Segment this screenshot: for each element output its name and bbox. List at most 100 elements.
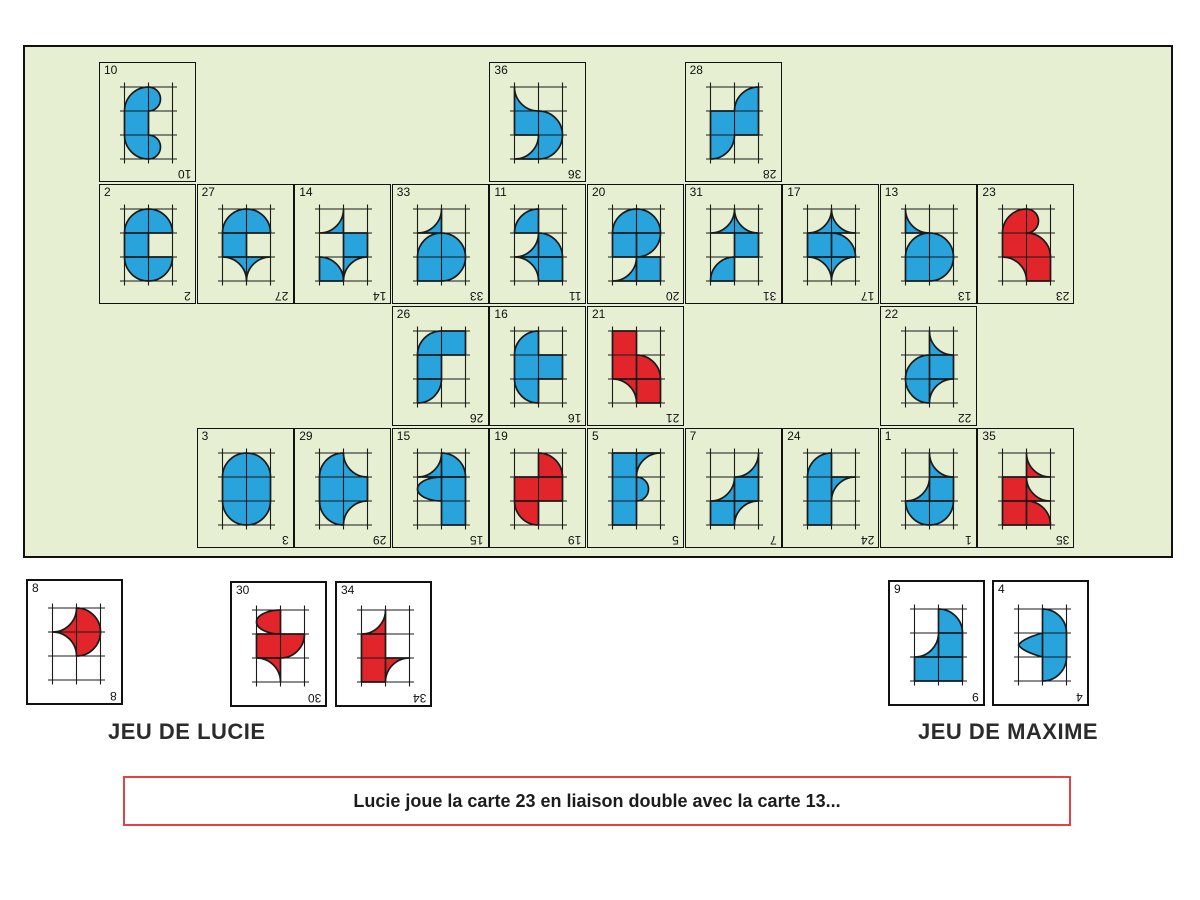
card-grid bbox=[510, 204, 568, 286]
card-number: 10 bbox=[104, 63, 118, 77]
card-number-flipped: 1 bbox=[965, 533, 972, 547]
card-figure bbox=[48, 603, 105, 685]
card-figure bbox=[510, 326, 568, 408]
card-number-flipped: 35 bbox=[1056, 533, 1070, 547]
card-number: 2 bbox=[104, 185, 111, 199]
card-grid bbox=[412, 448, 470, 530]
card-grid bbox=[315, 448, 373, 530]
card-17[interactable]: 17 17 bbox=[782, 184, 880, 304]
card-number-flipped: 20 bbox=[665, 289, 679, 303]
card-number: 27 bbox=[201, 185, 215, 199]
card-number-flipped: 19 bbox=[568, 533, 582, 547]
card-grid bbox=[217, 448, 275, 530]
card-34[interactable]: 34 34 bbox=[335, 581, 432, 707]
card-figure bbox=[910, 604, 967, 686]
card-number: 33 bbox=[396, 185, 411, 199]
card-20[interactable]: 20 20 bbox=[587, 184, 684, 304]
card-number: 11 bbox=[494, 185, 507, 199]
card-number: 30 bbox=[236, 583, 250, 597]
card-31[interactable]: 31 31 bbox=[684, 184, 782, 304]
card-number-flipped: 27 bbox=[275, 289, 289, 303]
card-number-flipped: 30 bbox=[307, 691, 321, 705]
lucie-hand-label: JEU DE LUCIE bbox=[108, 719, 266, 744]
card-number-flipped: 7 bbox=[769, 533, 777, 547]
card-13[interactable]: 13 13 bbox=[879, 184, 977, 304]
card-30[interactable]: 30 30 bbox=[230, 581, 327, 707]
card-figure bbox=[608, 204, 665, 286]
card-grid bbox=[510, 82, 568, 164]
card-grid bbox=[998, 204, 1056, 286]
card-figure bbox=[252, 605, 309, 687]
card-figure bbox=[608, 326, 665, 408]
card-21[interactable]: 21 21 bbox=[587, 306, 684, 426]
card-number-flipped: 13 bbox=[958, 289, 972, 303]
card-grid bbox=[705, 82, 763, 164]
card-grid bbox=[48, 603, 105, 685]
card-figure bbox=[120, 82, 177, 164]
card-number: 14 bbox=[299, 185, 313, 199]
card-28[interactable]: 28 28 bbox=[684, 62, 782, 182]
card-figure bbox=[510, 82, 568, 164]
card-grid bbox=[910, 604, 967, 686]
card-number: 16 bbox=[494, 307, 508, 321]
card-33[interactable]: 33 33 bbox=[391, 184, 489, 304]
card-number: 19 bbox=[494, 429, 508, 443]
card-figure bbox=[608, 448, 665, 530]
card-number: 26 bbox=[396, 307, 411, 321]
card-figure bbox=[998, 448, 1056, 530]
card-number-flipped: 24 bbox=[860, 533, 875, 547]
card-number: 34 bbox=[341, 583, 355, 597]
card-grid bbox=[608, 448, 665, 530]
card-26[interactable]: 26 26 bbox=[391, 306, 489, 426]
card-number: 9 bbox=[894, 582, 901, 596]
card-figure bbox=[900, 204, 958, 286]
message-text: Lucie joue la carte 23 en liaison double… bbox=[353, 790, 841, 811]
card-figure bbox=[998, 204, 1056, 286]
card-number: 13 bbox=[884, 185, 899, 199]
card-19[interactable]: 19 19 bbox=[489, 428, 587, 548]
card-figure bbox=[315, 448, 373, 530]
card-22[interactable]: 22 22 bbox=[879, 306, 977, 426]
card-36[interactable]: 36 36 bbox=[489, 62, 587, 182]
card-number-flipped: 28 bbox=[763, 167, 777, 181]
card-figure bbox=[900, 326, 958, 408]
card-figure bbox=[357, 605, 414, 687]
card-24[interactable]: 24 24 bbox=[782, 428, 880, 548]
card-23[interactable]: 23 23 bbox=[977, 184, 1075, 304]
card-27[interactable]: 27 27 bbox=[196, 184, 294, 304]
card-grid bbox=[803, 448, 861, 530]
card-figure bbox=[412, 326, 470, 408]
card-10[interactable]: 10 10 bbox=[99, 62, 196, 182]
card-number-flipped: 3 bbox=[281, 533, 289, 547]
card-figure bbox=[217, 448, 275, 530]
card-grid bbox=[510, 448, 568, 530]
card-grid bbox=[217, 204, 275, 286]
card-grid bbox=[120, 204, 177, 286]
card-number: 8 bbox=[32, 581, 39, 595]
card-number: 7 bbox=[689, 429, 697, 443]
card-16[interactable]: 16 16 bbox=[489, 306, 587, 426]
card-grid bbox=[357, 605, 414, 687]
card-11[interactable]: 11 11 bbox=[489, 184, 587, 304]
card-14[interactable]: 14 14 bbox=[294, 184, 392, 304]
card-number-flipped: 16 bbox=[568, 411, 582, 425]
card-figure bbox=[1014, 604, 1071, 686]
card-grid bbox=[412, 204, 470, 286]
card-29[interactable]: 29 29 bbox=[294, 428, 392, 548]
card-number-flipped: 15 bbox=[470, 533, 484, 547]
card-grid bbox=[705, 204, 763, 286]
card-grid bbox=[315, 204, 373, 286]
card-35[interactable]: 35 35 bbox=[977, 428, 1075, 548]
card-grid bbox=[998, 448, 1056, 530]
card-number: 29 bbox=[299, 429, 313, 443]
card-15[interactable]: 15 15 bbox=[391, 428, 489, 548]
message-box: Lucie joue la carte 23 en liaison double… bbox=[123, 776, 1071, 826]
